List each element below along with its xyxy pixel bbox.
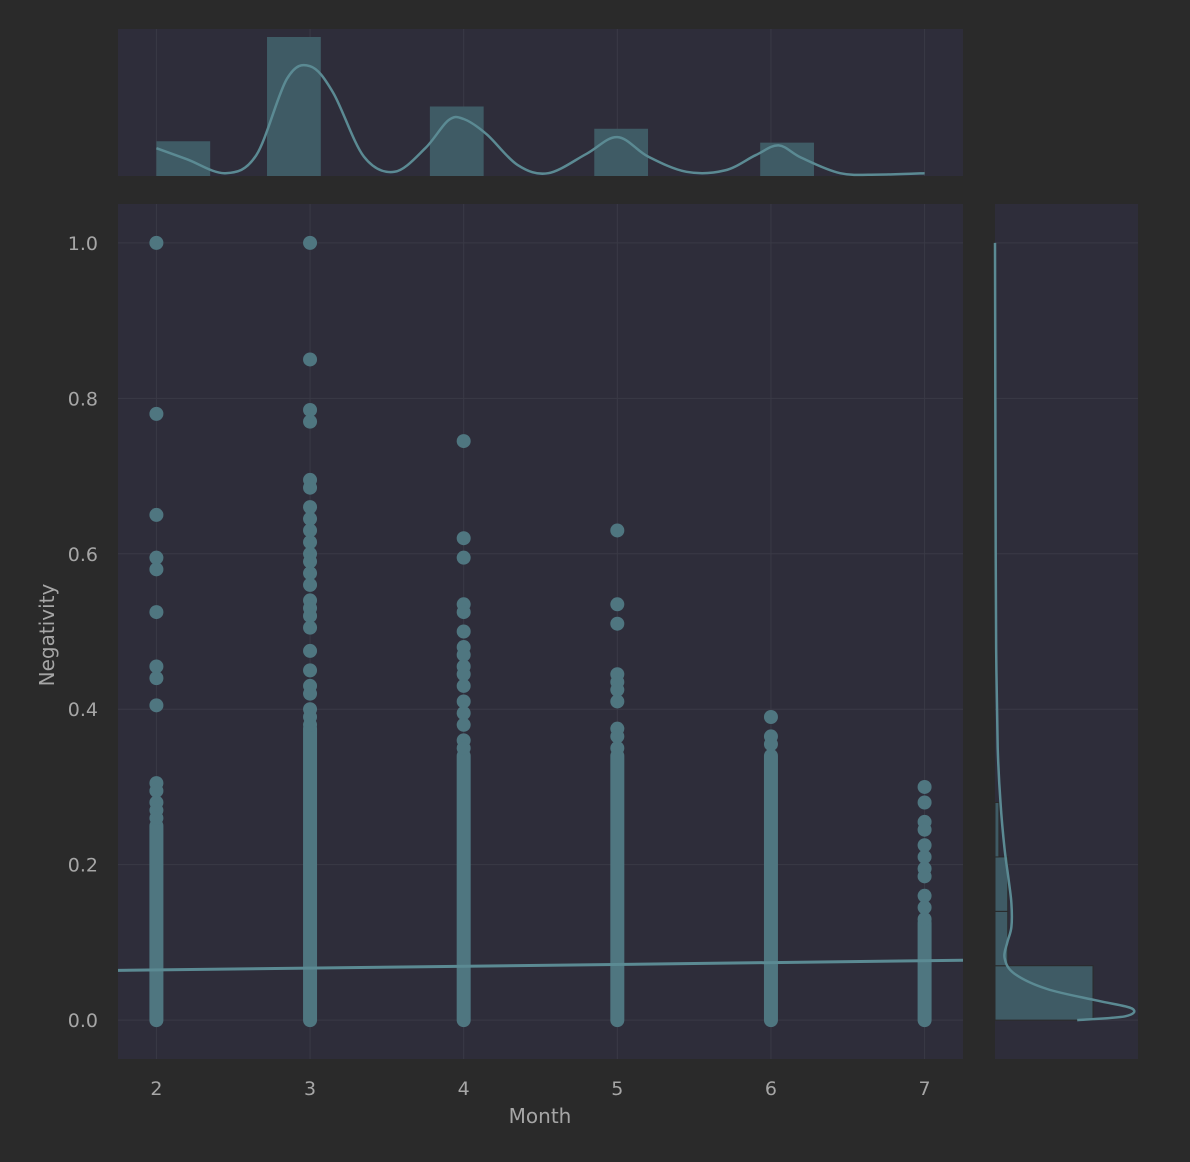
scatter-point bbox=[456, 706, 471, 721]
scatter-point bbox=[917, 838, 932, 853]
scatter-point bbox=[303, 608, 318, 623]
scatter-point bbox=[456, 678, 471, 693]
dense-point-cluster bbox=[917, 915, 932, 1028]
x-tick-label: 2 bbox=[150, 1078, 162, 1100]
x-axis-label: Month bbox=[509, 1104, 572, 1128]
scatter-point bbox=[303, 352, 318, 367]
scatter-point bbox=[610, 616, 625, 631]
scatter-point bbox=[610, 682, 625, 697]
y-histogram-bar bbox=[994, 910, 1009, 967]
scatter-point bbox=[610, 597, 625, 612]
scatter-point bbox=[917, 912, 932, 927]
scatter-point bbox=[149, 235, 164, 250]
y-axis-label: Negativity bbox=[35, 583, 59, 686]
regression-line bbox=[117, 958, 964, 972]
scatter-point bbox=[917, 795, 932, 810]
dense-point-cluster bbox=[303, 721, 318, 1028]
scatter-point bbox=[149, 605, 164, 620]
y-kde-curve bbox=[993, 242, 1136, 1022]
scatter-point bbox=[149, 562, 164, 577]
scatter-point bbox=[456, 550, 471, 565]
scatter-point bbox=[917, 849, 932, 864]
scatter-point bbox=[149, 671, 164, 686]
scatter-point bbox=[303, 523, 318, 538]
scatter-point bbox=[456, 694, 471, 709]
scatter-point bbox=[303, 235, 318, 250]
scatter-point bbox=[917, 822, 932, 837]
y-tick-label: 0.4 bbox=[68, 699, 98, 721]
main-scatter-panel bbox=[117, 204, 964, 1059]
x-tick-label: 6 bbox=[765, 1078, 777, 1100]
scatter-point bbox=[303, 566, 318, 581]
y-tick-label: 1.0 bbox=[68, 233, 98, 255]
scatter-point bbox=[149, 811, 164, 826]
scatter-point bbox=[763, 737, 778, 752]
y-tick-label: 0.6 bbox=[68, 544, 98, 566]
scatter-point bbox=[149, 659, 164, 674]
scatter-point bbox=[610, 694, 625, 709]
scatter-point bbox=[149, 783, 164, 798]
x-tick-label: 5 bbox=[611, 1078, 623, 1100]
scatter-point bbox=[917, 900, 932, 915]
right-marginal-panel bbox=[993, 204, 1138, 1059]
scatter-point bbox=[456, 741, 471, 756]
right-panel-background bbox=[995, 204, 1138, 1059]
scatter-point bbox=[303, 620, 318, 635]
scatter-point bbox=[303, 663, 318, 678]
scatter-point bbox=[303, 643, 318, 658]
scatter-point bbox=[456, 717, 471, 732]
scatter-point bbox=[456, 647, 471, 662]
scatter-point bbox=[149, 507, 164, 522]
y-histogram-bar bbox=[994, 856, 1009, 912]
scatter-point bbox=[303, 500, 318, 515]
y-tick-label: 0.0 bbox=[68, 1010, 98, 1032]
top-panel-background bbox=[118, 29, 963, 176]
scatter-point bbox=[456, 605, 471, 620]
x-tick-label: 7 bbox=[919, 1078, 931, 1100]
scatter-point bbox=[303, 535, 318, 550]
main-panel-background bbox=[118, 204, 963, 1059]
y-histogram-bar bbox=[994, 965, 1094, 1021]
scatter-point bbox=[149, 550, 164, 565]
scatter-point bbox=[610, 729, 625, 744]
scatter-point bbox=[303, 511, 318, 526]
x-tick-label: 4 bbox=[458, 1078, 470, 1100]
scatter-point bbox=[303, 717, 318, 732]
scatter-point bbox=[303, 686, 318, 701]
x-tick-label: 3 bbox=[304, 1078, 316, 1100]
top-marginal-panel bbox=[118, 29, 963, 177]
scatter-point bbox=[456, 667, 471, 682]
scatter-point bbox=[917, 888, 932, 903]
scatter-point bbox=[303, 414, 318, 429]
scatter-point bbox=[456, 624, 471, 639]
y-tick-label: 0.8 bbox=[68, 388, 98, 410]
scatter-point bbox=[303, 480, 318, 495]
y-tick-labels: 0.0 0.2 0.4 0.6 0.8 1.0 bbox=[68, 233, 98, 1032]
scatter-point bbox=[917, 869, 932, 884]
dense-point-cluster bbox=[456, 748, 471, 1028]
scatter-point bbox=[456, 434, 471, 449]
scatter-point bbox=[149, 698, 164, 713]
dense-point-cluster bbox=[763, 748, 778, 1028]
y-tick-label: 0.2 bbox=[68, 855, 98, 877]
dense-point-cluster bbox=[149, 818, 164, 1028]
x-tick-labels: 2 3 4 5 6 7 bbox=[150, 1078, 930, 1100]
scatter-point bbox=[303, 402, 318, 417]
scatter-point bbox=[456, 531, 471, 546]
scatter-point bbox=[610, 741, 625, 756]
scatter-point bbox=[149, 406, 164, 421]
y-histogram-bar bbox=[994, 802, 1000, 858]
scatter-point bbox=[763, 710, 778, 724]
scatter-point bbox=[303, 577, 318, 592]
x-kde-curve bbox=[155, 63, 925, 177]
scatter-point bbox=[303, 554, 318, 569]
scatter-point bbox=[610, 523, 625, 538]
scatter-point bbox=[917, 779, 932, 794]
dense-point-cluster bbox=[610, 748, 625, 1028]
